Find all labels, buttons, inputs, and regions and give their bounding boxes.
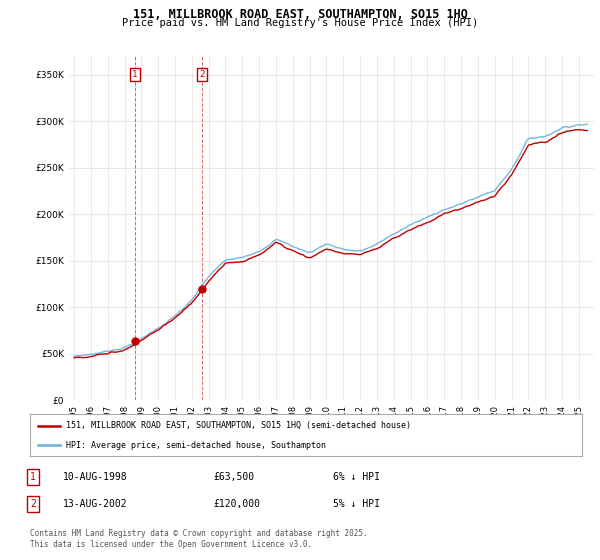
Text: Contains HM Land Registry data © Crown copyright and database right 2025.
This d: Contains HM Land Registry data © Crown c… — [30, 529, 368, 549]
Text: 6% ↓ HPI: 6% ↓ HPI — [333, 472, 380, 482]
Text: £120,000: £120,000 — [213, 499, 260, 509]
Text: 151, MILLBROOK ROAD EAST, SOUTHAMPTON, SO15 1HQ: 151, MILLBROOK ROAD EAST, SOUTHAMPTON, S… — [133, 8, 467, 21]
Text: 5% ↓ HPI: 5% ↓ HPI — [333, 499, 380, 509]
Text: 1: 1 — [30, 472, 36, 482]
Text: 1: 1 — [132, 70, 137, 79]
Text: 10-AUG-1998: 10-AUG-1998 — [63, 472, 128, 482]
Text: HPI: Average price, semi-detached house, Southampton: HPI: Average price, semi-detached house,… — [66, 441, 326, 450]
Text: 13-AUG-2002: 13-AUG-2002 — [63, 499, 128, 509]
Text: 2: 2 — [30, 499, 36, 509]
Text: Price paid vs. HM Land Registry's House Price Index (HPI): Price paid vs. HM Land Registry's House … — [122, 18, 478, 29]
Text: 151, MILLBROOK ROAD EAST, SOUTHAMPTON, SO15 1HQ (semi-detached house): 151, MILLBROOK ROAD EAST, SOUTHAMPTON, S… — [66, 421, 411, 430]
Text: 2: 2 — [199, 70, 205, 79]
Text: £63,500: £63,500 — [213, 472, 254, 482]
